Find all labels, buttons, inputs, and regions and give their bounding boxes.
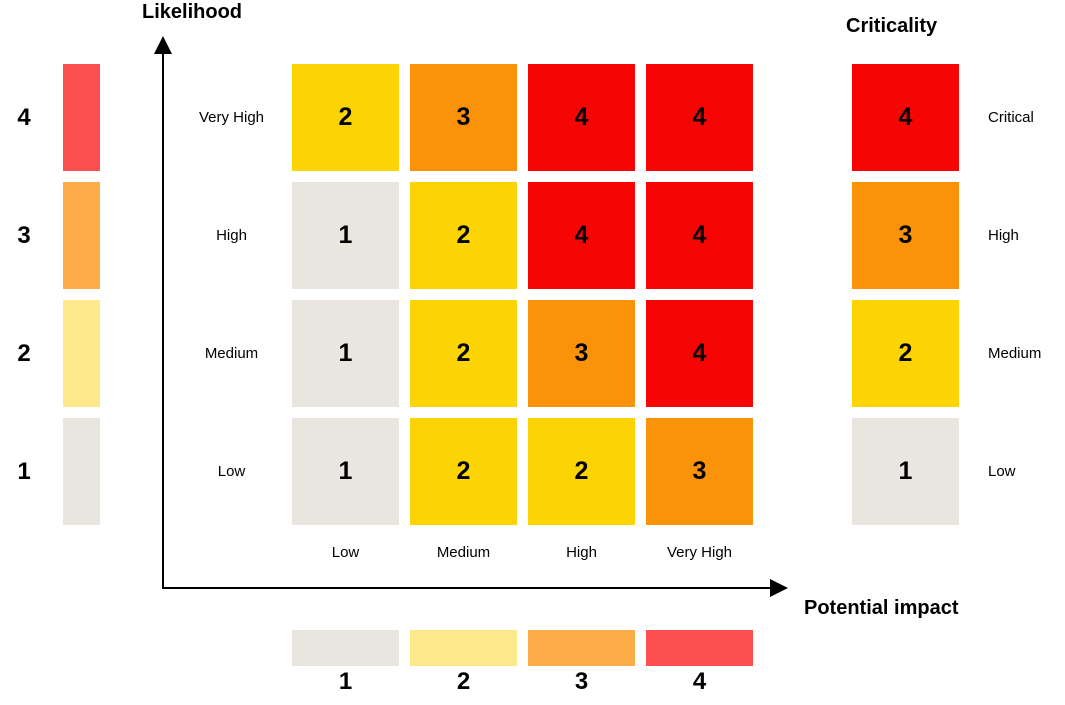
impact-scale-swatch-1 [292, 630, 399, 666]
legend-value: 3 [898, 221, 913, 249]
matrix-cell-value: 1 [338, 457, 353, 485]
matrix-cell-value: 2 [456, 457, 471, 485]
matrix-col-label-low: Low [331, 544, 360, 561]
matrix-cell-value: 2 [574, 457, 589, 485]
matrix-cell-value: 2 [338, 103, 353, 131]
y-axis-title: Likelihood [142, 1, 242, 23]
matrix-cell-value: 2 [456, 339, 471, 367]
likelihood-scale-swatch-2 [63, 300, 100, 407]
impact-scale-value-4: 4 [692, 668, 707, 695]
matrix-cell-value: 2 [456, 221, 471, 249]
likelihood-scale-value-1: 1 [17, 457, 31, 485]
matrix-col-label-very-high: Very High [666, 544, 733, 561]
matrix-cell-r1c3: 4 [528, 64, 635, 171]
legend-title: Criticality [846, 15, 938, 37]
matrix-cell-r3c4: 4 [646, 300, 753, 407]
matrix-cell-r1c2: 3 [410, 64, 517, 171]
matrix-cell-r1c4: 4 [646, 64, 753, 171]
likelihood-scale-swatch-4 [63, 64, 100, 171]
legend-value: 2 [898, 339, 913, 367]
legend-swatch-medium: 2 [852, 300, 959, 407]
legend-value: 4 [898, 103, 913, 131]
likelihood-scale-value-4: 4 [17, 103, 31, 131]
matrix-cell-r4c4: 3 [646, 418, 753, 525]
matrix-cell-value: 3 [456, 103, 471, 131]
legend-label-medium: Medium [988, 345, 1042, 362]
matrix-cell-value: 1 [338, 221, 353, 249]
matrix-cell-r3c1: 1 [292, 300, 399, 407]
y-axis-arrowhead-icon [154, 36, 172, 54]
x-axis-arrowhead-icon [770, 579, 788, 597]
matrix-row-label-very-high: Very High [198, 109, 265, 126]
impact-scale-value-3: 3 [574, 668, 589, 695]
matrix-row-label-high: High [216, 227, 247, 244]
matrix-row-label-medium: Medium [204, 345, 259, 362]
x-axis-title: Potential impact [804, 597, 959, 619]
matrix-row-label-low: Low [217, 463, 246, 480]
matrix-cell-r3c3: 3 [528, 300, 635, 407]
matrix-cell-r2c3: 4 [528, 182, 635, 289]
impact-scale-swatch-4 [646, 630, 753, 666]
legend-swatch-high: 3 [852, 182, 959, 289]
likelihood-scale-value-3: 3 [17, 221, 31, 249]
matrix-cell-r2c1: 1 [292, 182, 399, 289]
likelihood-scale-swatch-3 [63, 182, 100, 289]
impact-scale-swatch-3 [528, 630, 635, 666]
matrix-cell-r1c1: 2 [292, 64, 399, 171]
x-axis-line [162, 587, 771, 589]
matrix-cell-value: 3 [692, 457, 707, 485]
matrix-col-label-medium: Medium [436, 544, 491, 561]
matrix-cell-value: 4 [574, 221, 589, 249]
matrix-cell-value: 4 [692, 339, 707, 367]
matrix-cell-r4c1: 1 [292, 418, 399, 525]
likelihood-scale-swatch-1 [63, 418, 100, 525]
impact-scale-swatch-2 [410, 630, 517, 666]
matrix-cell-value: 4 [574, 103, 589, 131]
legend-value: 1 [898, 457, 913, 485]
legend-swatch-low: 1 [852, 418, 959, 525]
legend-label-low: Low [988, 463, 1016, 480]
legend-label-critical: Critical [988, 109, 1034, 126]
impact-scale-value-1: 1 [338, 668, 353, 695]
likelihood-scale-value-2: 2 [17, 339, 31, 367]
matrix-cell-r4c3: 2 [528, 418, 635, 525]
matrix-cell-value: 1 [338, 339, 353, 367]
impact-scale-value-2: 2 [456, 668, 471, 695]
matrix-cell-value: 4 [692, 221, 707, 249]
legend-swatch-critical: 4 [852, 64, 959, 171]
matrix-cell-value: 4 [692, 103, 707, 131]
matrix-col-label-high: High [566, 544, 597, 561]
y-axis-line [162, 48, 164, 588]
matrix-cell-r2c4: 4 [646, 182, 753, 289]
matrix-cell-r3c2: 2 [410, 300, 517, 407]
matrix-cell-r2c2: 2 [410, 182, 517, 289]
matrix-cell-r4c2: 2 [410, 418, 517, 525]
legend-label-high: High [988, 227, 1019, 244]
matrix-cell-value: 3 [574, 339, 589, 367]
